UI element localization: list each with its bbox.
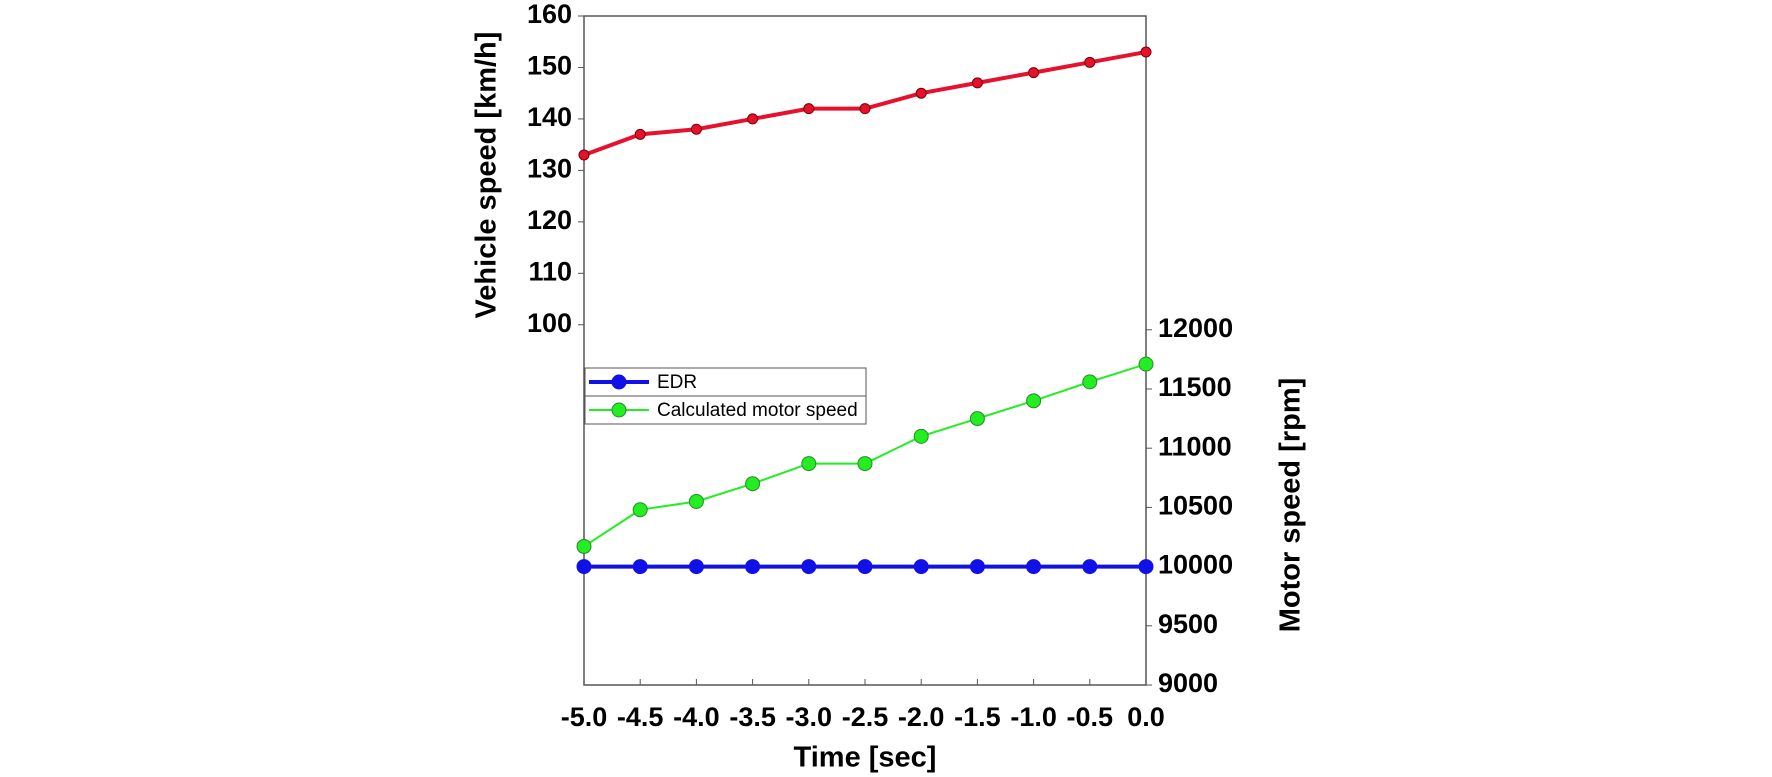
data-point [747, 113, 759, 125]
data-point [578, 149, 590, 161]
x-tick-label: -0.5 [1067, 702, 1114, 732]
data-point [1026, 559, 1042, 575]
data-point [690, 123, 702, 135]
data-point [1140, 46, 1152, 58]
y-tick-label: 120 [527, 205, 572, 235]
x-tick-label: -1.5 [954, 702, 1001, 732]
y2-tick-label: 10500 [1158, 491, 1233, 521]
data-point [913, 559, 929, 575]
data-point [857, 559, 873, 575]
data-point [915, 87, 927, 99]
y2-tick-label: 11000 [1158, 431, 1232, 461]
data-point [632, 559, 648, 575]
data-point [801, 559, 817, 575]
y2-axis-title: Motor speed [rpm] [1275, 378, 1307, 633]
legend-marker [611, 402, 627, 418]
data-point [745, 476, 761, 492]
data-point [688, 559, 704, 575]
data-point [1138, 356, 1154, 372]
x-axis-title: Time [sec] [794, 742, 937, 774]
y-tick-label: 130 [527, 154, 572, 184]
x-tick-label: -2.5 [842, 702, 889, 732]
x-tick-label: -2.0 [898, 702, 945, 732]
data-point [803, 103, 815, 115]
y-axis-title: Vehicle speed [km/h] [471, 32, 503, 319]
y-tick-label: 110 [528, 256, 572, 286]
data-point [1084, 56, 1096, 68]
x-tick-label: -4.0 [673, 702, 720, 732]
y-tick-label: 140 [527, 102, 572, 132]
y2-tick-label: 10000 [1158, 550, 1233, 580]
x-tick-label: 0.0 [1127, 702, 1165, 732]
data-point [913, 428, 929, 444]
data-point [857, 456, 873, 472]
plot-frame [583, 15, 1147, 686]
y2-tick-label: 9500 [1158, 609, 1218, 639]
legend-marker [611, 374, 627, 390]
data-point [632, 502, 648, 518]
data-point [1138, 559, 1154, 575]
data-point [688, 493, 704, 509]
data-point [576, 559, 592, 575]
data-point [801, 456, 817, 472]
x-tick-label: -4.5 [617, 702, 664, 732]
y-tick-label: 100 [527, 308, 572, 338]
data-point [1082, 559, 1098, 575]
legend-label: EDR [657, 372, 697, 393]
data-point [969, 559, 985, 575]
y2-tick-label: 12000 [1158, 313, 1233, 343]
y-tick-label: 160 [527, 0, 572, 29]
data-point [576, 538, 592, 554]
data-point [971, 77, 983, 89]
x-tick-label: -5.0 [561, 702, 608, 732]
data-point [859, 103, 871, 115]
y2-tick-label: 11500 [1158, 372, 1232, 402]
data-point [969, 411, 985, 427]
data-point [634, 128, 646, 140]
legend-label: Calculated motor speed [657, 400, 858, 421]
data-point [1026, 393, 1042, 409]
y2-tick-label: 9000 [1158, 668, 1218, 698]
data-point [1028, 67, 1040, 79]
x-tick-label: -3.0 [786, 702, 833, 732]
x-tick-label: -3.5 [729, 702, 776, 732]
x-tick-label: -1.0 [1010, 702, 1057, 732]
data-point [1082, 374, 1098, 390]
y-tick-label: 150 [527, 51, 572, 81]
data-point [745, 559, 761, 575]
